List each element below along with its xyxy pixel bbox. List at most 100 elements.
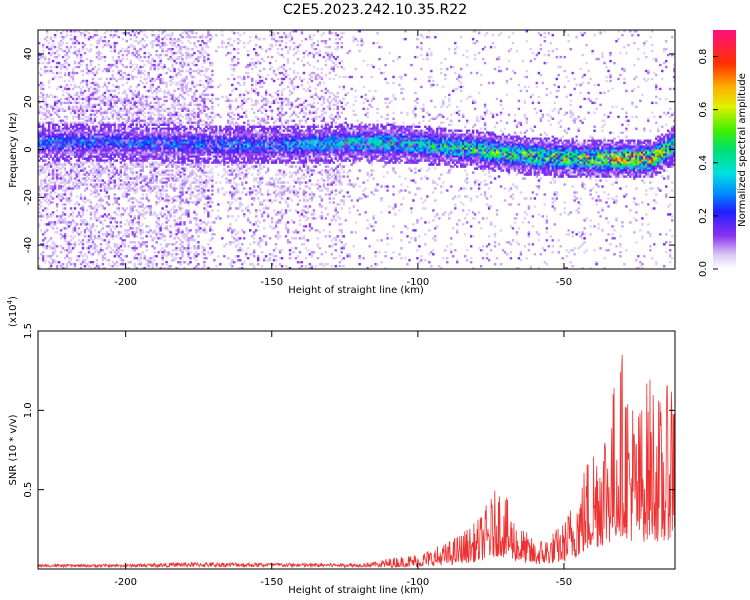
heatmap-cell	[61, 145, 65, 148]
heatmap-cell	[51, 145, 55, 148]
heatmap-cell	[47, 255, 51, 258]
heatmap-cell	[111, 139, 115, 142]
heatmap-cell	[169, 41, 172, 45]
heatmap-cell	[93, 183, 97, 186]
heatmap-cell	[73, 109, 77, 113]
heatmap-cell	[131, 75, 134, 79]
heatmap-cell	[113, 43, 117, 47]
heatmap-cell	[171, 43, 174, 47]
heatmap-cell	[163, 235, 166, 238]
heatmap-cell	[159, 227, 162, 230]
heatmap-cell	[41, 187, 45, 190]
heatmap-cell	[105, 30, 109, 33]
heatmap-cell	[91, 177, 95, 180]
heatmap-cell	[149, 107, 152, 111]
heatmap-cell	[173, 133, 176, 136]
heatmap-cell	[67, 241, 71, 244]
heatmap-cell	[95, 143, 99, 146]
heatmap-cell	[69, 191, 73, 194]
heatmap-cell	[89, 139, 93, 142]
heatmap-cell	[103, 137, 107, 140]
heatmap-cell	[53, 183, 57, 186]
heatmap-cell	[105, 109, 109, 113]
heatmap-cell	[65, 139, 69, 142]
heatmap-cell	[101, 167, 105, 170]
heatmap-cell	[141, 95, 144, 99]
heatmap-cell	[151, 95, 154, 99]
heatmap-cell	[69, 129, 73, 132]
heatmap-cell	[71, 51, 75, 55]
heatmap-cell	[113, 109, 117, 113]
heatmap-cell	[53, 135, 57, 138]
heatmap-cell	[137, 127, 140, 130]
heatmap-cell	[57, 99, 61, 103]
heatmap-cell	[45, 137, 49, 140]
heatmap-cell	[131, 77, 134, 81]
heatmap-cell	[151, 121, 154, 125]
heatmap-cell	[65, 173, 69, 176]
heatmap-cell	[57, 131, 61, 134]
heatmap-cell	[38, 125, 41, 128]
heatmap-cell	[123, 151, 126, 154]
heatmap-cell	[89, 267, 93, 269]
heatmap-cell	[221, 95, 224, 99]
heatmap-cell	[119, 145, 123, 148]
heatmap-cell	[69, 199, 73, 202]
heatmap-cell	[123, 245, 126, 248]
heatmap-cell	[69, 147, 73, 150]
heatmap-cell	[83, 143, 87, 146]
heatmap-cell	[38, 203, 41, 206]
heatmap-cell	[61, 155, 65, 158]
heatmap-cell	[205, 185, 208, 188]
heatmap-cell	[53, 161, 57, 164]
heatmap-cell	[153, 129, 156, 132]
heatmap-cell	[129, 183, 132, 186]
heatmap-cell	[97, 141, 101, 144]
heatmap-cell	[155, 195, 158, 198]
heatmap-cell	[105, 103, 109, 107]
heatmap-cell	[121, 101, 124, 105]
heatmap-cell	[117, 99, 121, 103]
heatmap-cell	[117, 197, 121, 200]
heatmap-cell	[105, 41, 109, 45]
heatmap-cell	[77, 227, 81, 230]
heatmap-cell	[105, 155, 109, 158]
heatmap-cell	[125, 177, 128, 180]
heatmap-cell	[155, 87, 158, 91]
heatmap-cell	[63, 79, 67, 83]
heatmap-cell	[139, 263, 142, 266]
heatmap-cell	[155, 215, 158, 218]
heatmap-cell	[103, 133, 107, 136]
heatmap-cell	[165, 217, 168, 220]
heatmap-cell	[123, 127, 126, 130]
heatmap-cell	[155, 149, 158, 152]
heatmap-cell	[38, 151, 41, 154]
heatmap-cell	[149, 89, 152, 93]
heatmap-cell	[121, 151, 124, 154]
heatmap-cell	[161, 159, 164, 162]
heatmap-cell	[99, 243, 103, 246]
heatmap-cell	[161, 161, 164, 164]
heatmap-cell	[113, 219, 117, 222]
heatmap-cell	[73, 135, 77, 138]
heatmap-cell	[107, 137, 111, 140]
heatmap-cell	[57, 183, 61, 186]
heatmap-cell	[79, 139, 83, 142]
heatmap-cell	[57, 139, 61, 142]
heatmap-cell	[38, 165, 41, 168]
heatmap-cell	[45, 147, 49, 150]
heatmap-cell	[65, 159, 69, 162]
heatmap-cell	[59, 215, 63, 218]
heatmap-cell	[43, 151, 47, 154]
heatmap-cell	[49, 143, 53, 146]
heatmap-cell	[231, 59, 234, 63]
heatmap-cell	[159, 41, 162, 45]
heatmap-cell	[91, 147, 95, 150]
heatmap-cell	[89, 61, 93, 65]
heatmap-cell	[103, 125, 107, 128]
heatmap-cell	[169, 149, 172, 152]
heatmap-cell	[135, 149, 138, 152]
heatmap-cell	[61, 247, 65, 250]
heatmap-cell	[77, 143, 81, 146]
heatmap-cell	[159, 129, 162, 132]
